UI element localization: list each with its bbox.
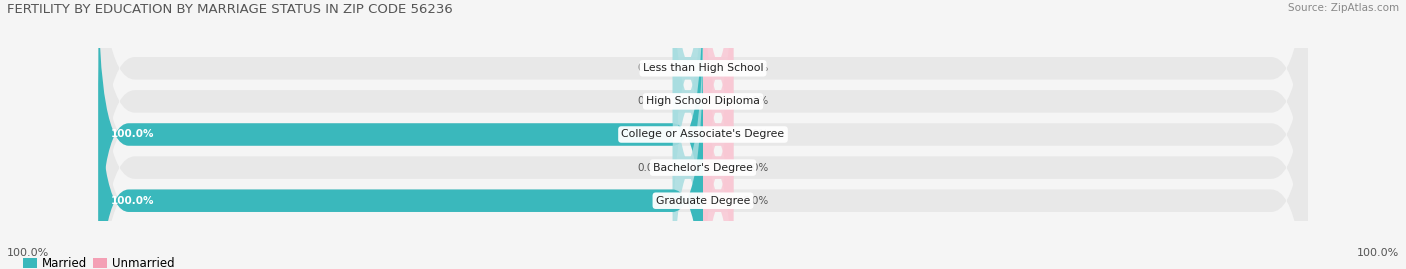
Text: High School Diploma: High School Diploma: [647, 96, 759, 107]
Text: FERTILITY BY EDUCATION BY MARRIAGE STATUS IN ZIP CODE 56236: FERTILITY BY EDUCATION BY MARRIAGE STATU…: [7, 3, 453, 16]
FancyBboxPatch shape: [672, 0, 703, 222]
Text: 0.0%: 0.0%: [742, 129, 769, 140]
FancyBboxPatch shape: [98, 0, 1308, 269]
FancyBboxPatch shape: [98, 0, 703, 269]
FancyBboxPatch shape: [98, 0, 1308, 256]
FancyBboxPatch shape: [672, 13, 703, 269]
FancyBboxPatch shape: [98, 47, 703, 269]
FancyBboxPatch shape: [98, 0, 1308, 269]
Text: Less than High School: Less than High School: [643, 63, 763, 73]
FancyBboxPatch shape: [703, 0, 734, 256]
FancyBboxPatch shape: [98, 0, 1308, 269]
FancyBboxPatch shape: [703, 0, 734, 269]
FancyBboxPatch shape: [703, 0, 734, 222]
FancyBboxPatch shape: [98, 13, 1308, 269]
Text: 0.0%: 0.0%: [637, 63, 664, 73]
Text: 100.0%: 100.0%: [7, 248, 49, 258]
FancyBboxPatch shape: [672, 0, 703, 256]
Text: 0.0%: 0.0%: [742, 96, 769, 107]
Text: 0.0%: 0.0%: [742, 63, 769, 73]
Legend: Married, Unmarried: Married, Unmarried: [18, 253, 179, 269]
Text: 100.0%: 100.0%: [111, 129, 155, 140]
Text: 100.0%: 100.0%: [111, 196, 155, 206]
FancyBboxPatch shape: [703, 13, 734, 269]
FancyBboxPatch shape: [703, 47, 734, 269]
Text: Graduate Degree: Graduate Degree: [655, 196, 751, 206]
Text: 0.0%: 0.0%: [637, 162, 664, 173]
Text: College or Associate's Degree: College or Associate's Degree: [621, 129, 785, 140]
Text: 0.0%: 0.0%: [742, 196, 769, 206]
Text: 0.0%: 0.0%: [637, 96, 664, 107]
Text: Source: ZipAtlas.com: Source: ZipAtlas.com: [1288, 3, 1399, 13]
Text: Bachelor's Degree: Bachelor's Degree: [652, 162, 754, 173]
Text: 0.0%: 0.0%: [742, 162, 769, 173]
Text: 100.0%: 100.0%: [1357, 248, 1399, 258]
